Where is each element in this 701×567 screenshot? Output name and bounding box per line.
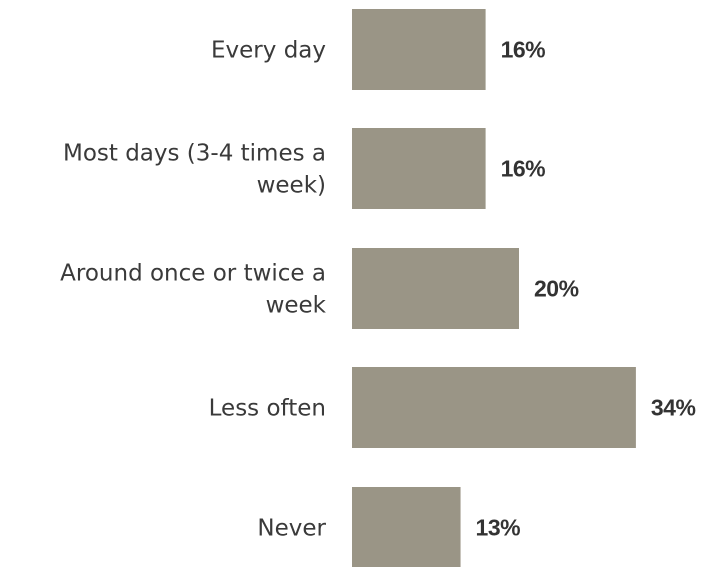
category-label-2-line-0: Around once or twice a (60, 261, 326, 287)
value-label-1: 16% (501, 156, 546, 182)
category-label-0-line-0: Every day (211, 38, 326, 64)
category-label-2-line-1: week (266, 293, 327, 319)
value-label-3: 34% (651, 395, 696, 421)
category-label-4-line-0: Never (257, 516, 326, 542)
category-label-1-line-0: Most days (3-4 times a (63, 141, 326, 167)
value-label-0: 16% (501, 37, 546, 63)
value-label-2: 20% (534, 276, 579, 302)
category-label-3-line-0: Less often (209, 396, 326, 422)
value-label-4: 13% (476, 515, 521, 541)
bar-0 (352, 9, 486, 90)
category-label-1-line-1: week) (257, 173, 326, 199)
bar-1 (352, 128, 486, 209)
bar-2 (352, 248, 519, 329)
bar-4 (352, 487, 461, 567)
bar-3 (352, 367, 636, 448)
